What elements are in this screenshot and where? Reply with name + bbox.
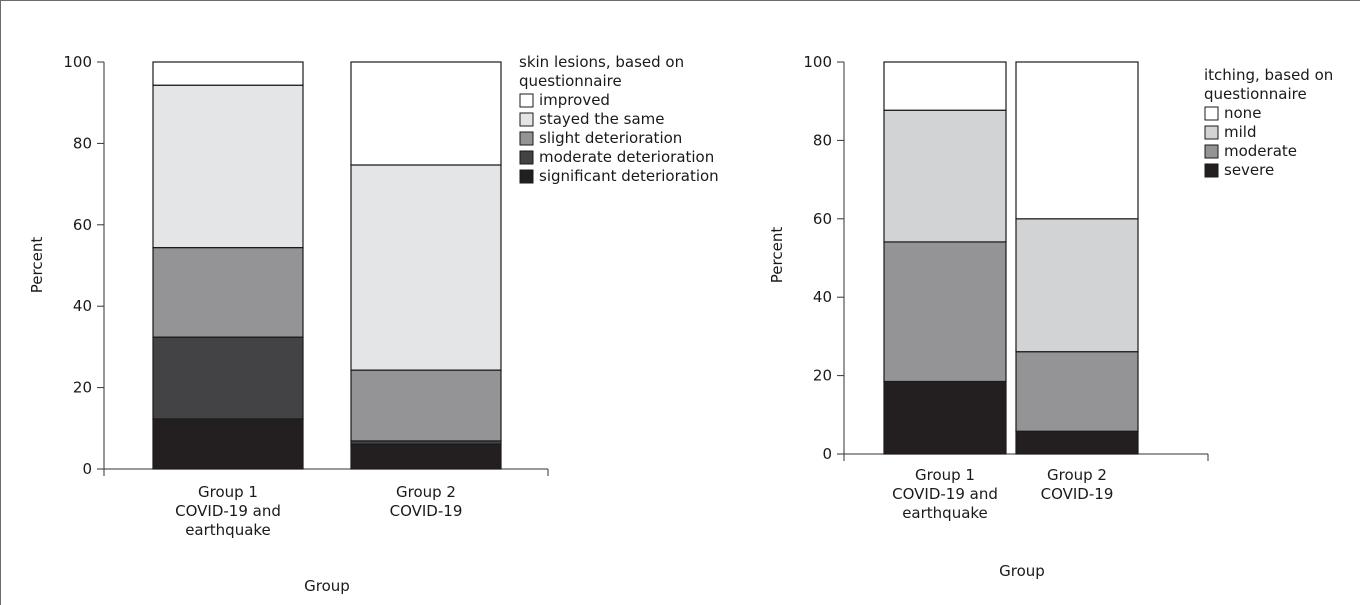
legend-title: questionnaire (519, 72, 622, 90)
bar-segment-slight-deterioration (152, 246, 304, 338)
legend-title: itching, based on (1204, 66, 1333, 84)
y-tick-label: 20 (73, 379, 92, 397)
legend-swatch (1204, 125, 1219, 140)
y-tick-label: 60 (813, 210, 832, 228)
legend-swatch (1204, 106, 1219, 121)
legend-entry-label: severe (1224, 161, 1274, 179)
legend-title: questionnaire (1204, 85, 1307, 103)
legend-title: skin lesions, based on (519, 53, 684, 71)
y-tick-label: 0 (82, 460, 92, 478)
bar-segment-improved (350, 61, 502, 166)
legend-swatch (519, 169, 534, 184)
legend-swatch (1204, 163, 1219, 178)
bar-segment-moderate-deterioration (152, 336, 304, 420)
y-tick-label: 20 (813, 367, 832, 385)
y-tick-label: 40 (73, 297, 92, 315)
legend-swatch (519, 150, 534, 165)
legend-entry-label: moderate (1224, 142, 1297, 160)
y-tick-label: 100 (63, 53, 92, 71)
bar-segment-mild (1015, 218, 1139, 353)
x-category-label: COVID-19 and (175, 502, 281, 520)
legend-swatch (519, 112, 534, 127)
bar-segment-moderate (883, 241, 1007, 383)
legend-entry-label: none (1224, 104, 1261, 122)
bar-segment-slight-deterioration (350, 369, 502, 442)
bar-segment-improved (152, 61, 304, 86)
x-category-label: Group 1 (198, 483, 258, 501)
y-tick-label: 0 (822, 445, 832, 463)
bar-segment-stayed-the-same (350, 164, 502, 371)
legend-entry-label: stayed the same (539, 110, 665, 128)
x-axis-title: Group (304, 577, 350, 595)
legend-entry-label: moderate deterioration (539, 148, 714, 166)
y-tick-label: 100 (803, 53, 832, 71)
x-category-label: COVID-19 (390, 502, 463, 520)
legend-entry-label: mild (1224, 123, 1256, 141)
x-category-label: COVID-19 and (892, 485, 998, 503)
x-category-label: Group 2 (396, 483, 456, 501)
y-tick-label: 80 (73, 134, 92, 152)
legend-swatch (1204, 144, 1219, 159)
bar-segment-moderate (1015, 351, 1139, 432)
y-axis-title: Percent (28, 237, 46, 294)
legend-swatch (519, 93, 534, 108)
legend-swatch (519, 131, 534, 146)
x-category-label: Group 2 (1047, 466, 1107, 484)
x-category-label: earthquake (902, 504, 988, 522)
bar-segment-none (883, 61, 1007, 111)
bar-segment-stayed-the-same (152, 84, 304, 249)
bar-segment-significant-deterioration (152, 418, 304, 470)
y-axis-title: Percent (768, 227, 786, 284)
y-tick-label: 80 (813, 131, 832, 149)
y-tick-label: 60 (73, 216, 92, 234)
x-axis-title: Group (999, 562, 1045, 580)
legend-entry-label: improved (539, 91, 610, 109)
bar-segment-mild (883, 109, 1007, 243)
legend: itching, based onquestionnairenonemildmo… (1204, 66, 1333, 179)
bar-segment-severe (883, 380, 1007, 455)
bar-segment-severe (1015, 430, 1139, 455)
x-category-label: COVID-19 (1041, 485, 1114, 503)
x-category-label: earthquake (185, 521, 271, 539)
bar-segment-none (1015, 61, 1139, 220)
legend-entry-label: slight deterioration (539, 129, 682, 147)
legend-entry-label: significant deterioration (539, 167, 719, 185)
x-category-label: Group 1 (915, 466, 975, 484)
y-tick-label: 40 (813, 288, 832, 306)
legend: skin lesions, based onquestionnaireimpro… (519, 53, 719, 185)
bar-segment-significant-deterioration (350, 443, 502, 470)
